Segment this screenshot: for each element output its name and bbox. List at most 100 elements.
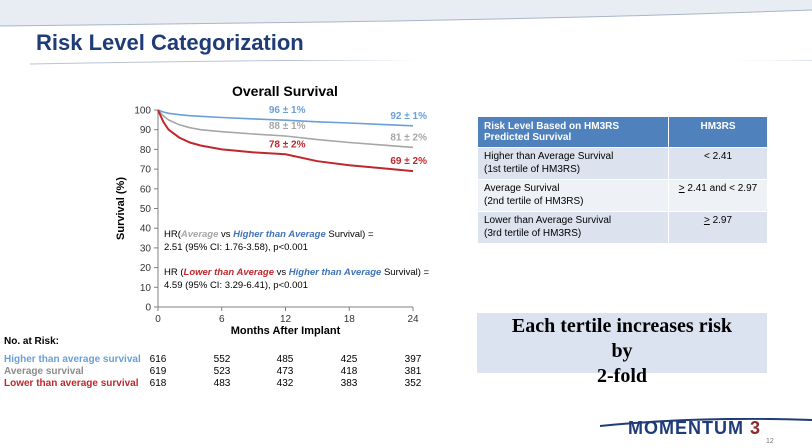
at-risk-count: 352 [404,378,422,389]
hr-annotation-segment: 2.51 (95% CI: 1.76-3.58), p<0.001 [164,242,308,253]
at-risk-count: 618 [149,378,167,389]
at-risk-count: 381 [404,366,422,377]
data-label-average: 88 ± 1% [269,121,306,132]
risk-table-header-hm3rs: HM3RS [668,116,768,148]
hr-annotation-line: HR(Average vs Higher than Average Surviv… [164,229,374,240]
risk-level-cell: Lower than Average Survival (3rd tertile… [477,211,669,244]
series-line-higher [157,109,414,127]
data-label-lower: 69 ± 2% [390,156,427,167]
hr-annotation-segment: vs [274,267,289,278]
at-risk-count: 619 [149,366,167,377]
callout-line: 2-fold [597,365,647,387]
hr-annotation-segment: Higher than Average [233,229,326,240]
slide-title-rule [29,60,812,65]
x-axis-label: Months After Implant [231,325,341,337]
at-risk-label-lower: Lower than average survival [4,378,139,389]
at-risk-count: 418 [340,366,358,377]
data-label-higher: 92 ± 1% [390,111,427,122]
hr-annotation-segment: Higher than Average [289,267,382,278]
callout-line: Each tertile increases risk [511,315,733,337]
at-risk-count: 483 [213,378,231,389]
hm3rs-range-cell: < 2.41 [668,147,768,180]
y-tick-label: 10 [140,283,152,294]
x-tick-label: 0 [155,314,161,325]
hr-annotation-segment: Average [180,229,219,240]
x-tick-label: 18 [344,314,356,325]
data-label-average: 81 ± 2% [390,132,427,143]
risk-level-tertile: (3rd tertile of HM3RS) [484,227,582,239]
hr-annotation-line: 2.51 (95% CI: 1.76-3.58), p<0.001 [164,242,308,253]
data-label-lower: 78 ± 2% [269,139,306,150]
logo-number: 3 [750,418,762,438]
hm3rs-range-cell: > 2.41 and < 2.97 [668,179,768,212]
risk-table-row: Higher than Average Survival (1st tertil… [477,147,768,180]
hm3rs-range: 2.41 and < 2.97 [684,183,758,194]
hr-annotation-segment: vs [218,229,233,240]
hr-annotation-segment: Survival) = [381,267,429,278]
callout-line: by [611,340,633,362]
at-risk-count: 383 [340,378,358,389]
hr-annotation-segment: Survival) = [326,229,374,240]
y-tick-label: 60 [140,184,152,195]
y-tick-label: 20 [140,263,152,274]
hm3rs-range: 2.97 [709,215,733,226]
risk-table-header-level: Risk Level Based on HM3RS Predicted Surv… [477,116,669,148]
y-axis-label: Survival (%) [115,177,127,240]
risk-table-row: Lower than Average Survival (3rd tertile… [477,211,768,244]
at-risk-count: 473 [276,366,294,377]
y-tick-label: 50 [140,204,152,215]
x-tick-label: 6 [219,314,225,325]
y-tick-label: 0 [145,303,151,314]
hr-annotation-segment: HR ( [164,267,184,278]
at-risk-label-higher: Higher than average survival [4,354,141,365]
hr-annotation-segment: 4.59 (95% CI: 3.29-6.41), p<0.001 [164,280,308,291]
risk-level-name: Lower than Average Survival [484,215,612,226]
hr-annotation-line: HR (Lower than Average vs Higher than Av… [164,267,430,278]
at-risk-count: 523 [213,366,231,377]
logo-swoosh [599,418,812,427]
y-tick-label: 30 [140,243,152,254]
risk-level-table: Risk Level Based on HM3RS Predicted Surv… [477,116,768,244]
x-tick-label: 24 [407,314,419,325]
series-line-average [157,109,414,149]
chart-title: Overall Survival [232,83,338,99]
risk-level-name: Average Survival [484,183,560,194]
ge-symbol: > [703,215,710,226]
momentum-logo: MOMENTUM 3 [628,418,761,439]
at-risk-count: 397 [404,354,422,365]
risk-level-cell: Average Survival (2nd tertile of HM3RS) [477,179,669,212]
hr-annotation-segment: HR( [164,229,182,240]
y-tick-label: 70 [140,165,152,176]
x-tick-label: 12 [280,314,292,325]
hm3rs-range: < 2.41 [703,151,733,162]
at-risk-count: 432 [276,378,294,389]
hr-annotation-segment: Lower than Average [184,267,275,278]
ge-symbol: > [678,183,685,194]
at-risk-count: 616 [149,354,167,365]
at-risk-header: No. at Risk: [4,336,60,347]
page-number: 12 [766,438,774,445]
data-label-higher: 96 ± 1% [269,105,306,116]
at-risk-label-average: Average survival [4,366,84,377]
slide-title: Risk Level Categorization [36,30,304,55]
risk-table-header-row: Risk Level Based on HM3RS Predicted Surv… [477,116,768,148]
callout-box [477,313,767,373]
y-tick-label: 100 [134,106,151,117]
risk-level-tertile: (1st tertile of HM3RS) [484,163,581,175]
risk-table-row: Average Survival (2nd tertile of HM3RS) … [477,179,768,212]
at-risk-count: 485 [276,354,294,365]
series-line-lower [157,109,414,173]
risk-level-tertile: (2nd tertile of HM3RS) [484,195,584,207]
callout-text: Each tertile increases risk by 2-fold [477,314,767,389]
logo-word: MOMENTUM [628,418,744,438]
hm3rs-range-cell: > 2.97 [668,211,768,244]
risk-level-cell: Higher than Average Survival (1st tertil… [477,147,669,180]
y-tick-label: 80 [140,145,152,156]
hr-annotation-line: 4.59 (95% CI: 3.29-6.41), p<0.001 [164,280,308,291]
at-risk-count: 425 [340,354,358,365]
risk-level-name: Higher than Average Survival [484,151,614,162]
slide-header-band [0,0,812,27]
y-tick-label: 40 [140,224,152,235]
